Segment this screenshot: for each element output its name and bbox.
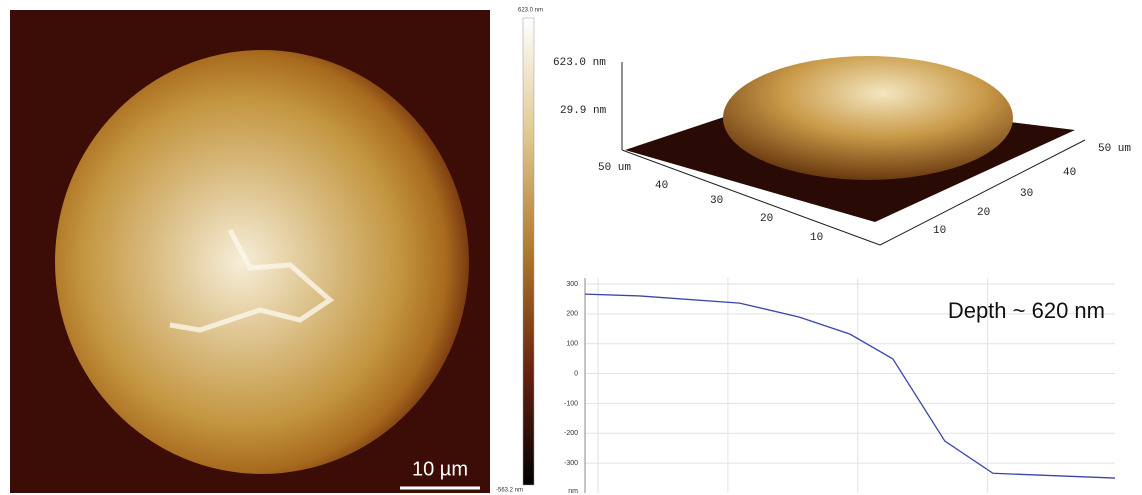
3d-tick-label: 20 (977, 207, 990, 219)
colorbar-max: 623.0 nm (518, 8, 543, 14)
3d-tick-label: 30 (710, 195, 723, 207)
3d-tick-label: 30 (1020, 188, 1033, 200)
3d-tick-label: 40 (1063, 167, 1076, 179)
y-tick-label: -100 (564, 400, 578, 407)
scale-bar-label: 10 µm (412, 458, 468, 480)
3d-z-label: 29.9 nm (560, 105, 607, 117)
3d-z-label: 623.0 nm (553, 57, 606, 69)
3d-tick-label: 50 um (1098, 143, 1131, 155)
y-tick-label: 300 (566, 281, 578, 288)
y-unit: nm (568, 488, 578, 495)
y-tick-label: -300 (564, 460, 578, 467)
colorbar (523, 18, 534, 485)
y-tick-label: 0 (574, 370, 578, 377)
3d-tick-label: 10 (810, 232, 823, 244)
figure: 10 µm 623.0 nm -563.2 nm 623.0 nm 29.9 n… (0, 0, 1142, 495)
colorbar-min: -563.2 nm (496, 488, 523, 494)
y-tick-label: 200 (566, 311, 578, 318)
3d-dome (723, 56, 1013, 180)
3d-tick-label: 20 (760, 213, 773, 225)
3d-tick-label: 50 um (598, 162, 631, 174)
y-tick-label: 100 (566, 341, 578, 348)
afm-dome (55, 50, 469, 474)
3d-tick-label: 10 (933, 225, 946, 237)
profile-chart: 300 200 100 0 -100 -200 -300 nm Depth ~ 620 nm (564, 278, 1115, 495)
page: {"afm_image": {"scale_bar": "10 µm", "co… (0, 0, 1142, 495)
y-tick-label: -200 (564, 430, 578, 437)
annotation: Depth ~ 620 nm (948, 298, 1105, 323)
3d-tick-label: 40 (655, 180, 668, 192)
